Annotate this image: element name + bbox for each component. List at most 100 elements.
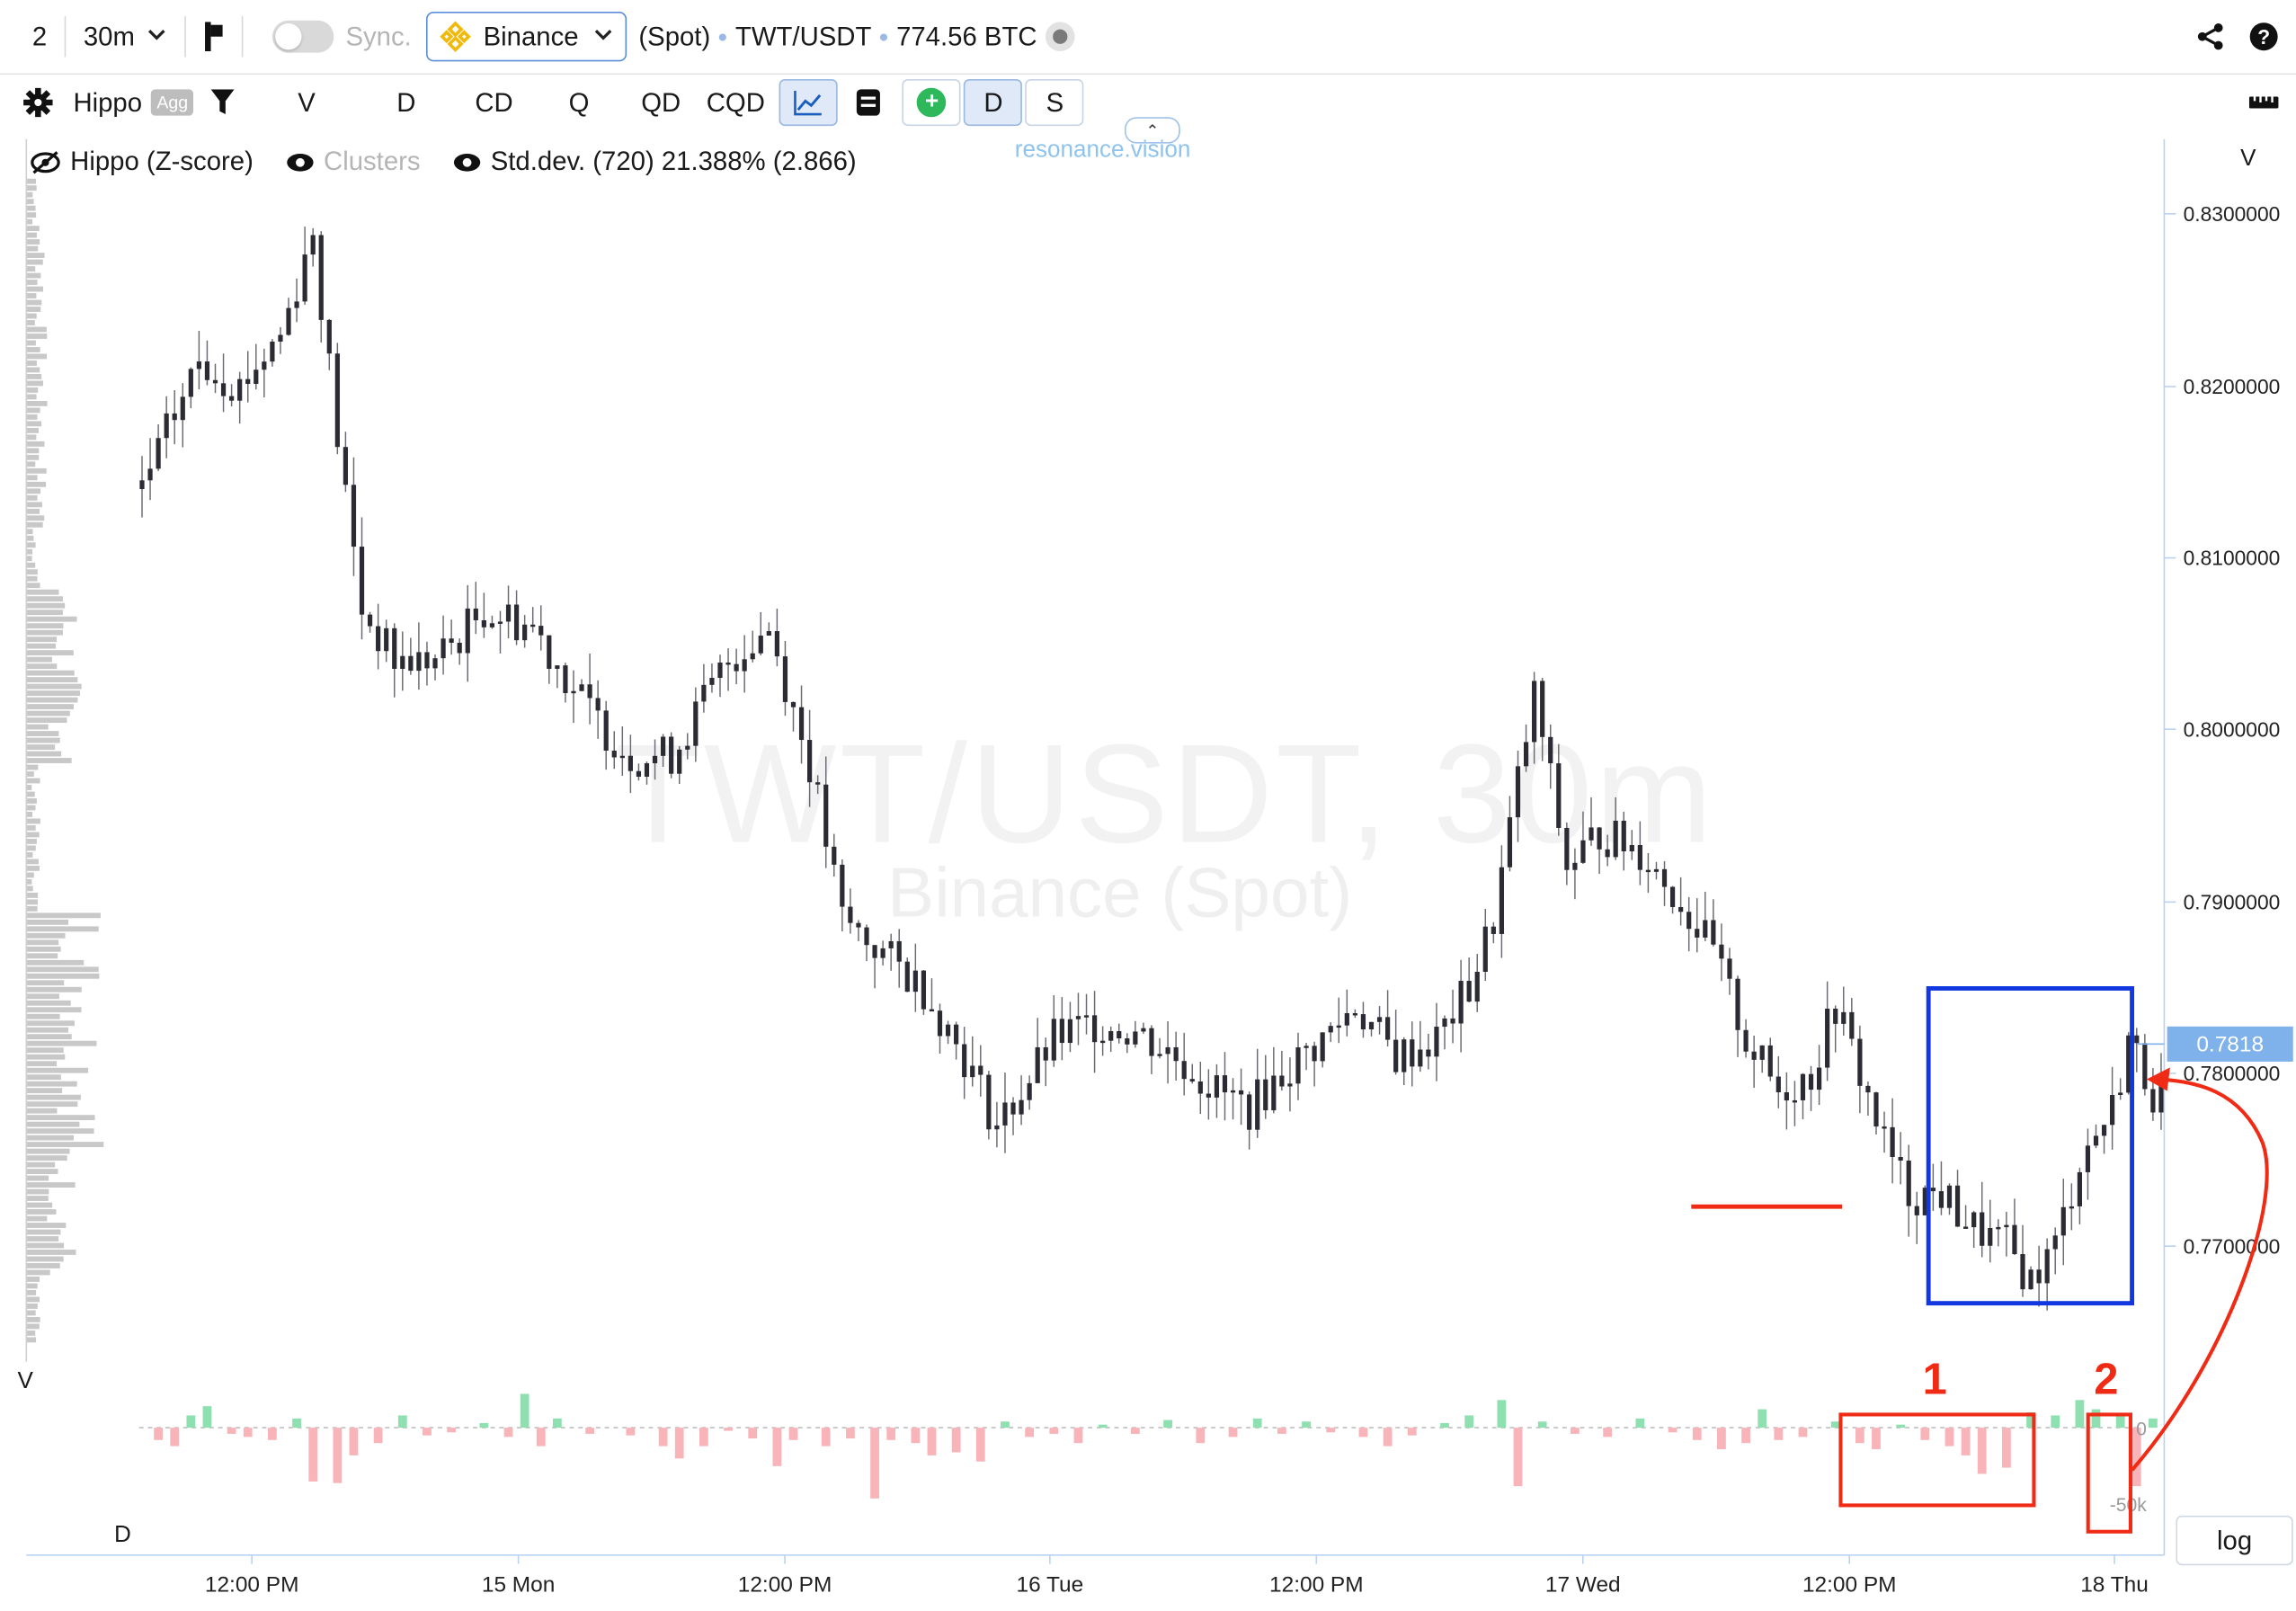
ruler-icon[interactable] bbox=[2248, 93, 2279, 111]
profile-bar bbox=[26, 1088, 63, 1094]
profile-bar bbox=[26, 394, 37, 400]
gear-icon[interactable] bbox=[23, 87, 53, 118]
qd-button[interactable]: QD bbox=[641, 86, 681, 117]
candle-body bbox=[1938, 1191, 1944, 1208]
candle-body bbox=[962, 1044, 967, 1078]
candle-body bbox=[156, 438, 161, 469]
profile-bar bbox=[26, 751, 62, 757]
delta-bar bbox=[1944, 1428, 1954, 1446]
legend-stddev[interactable]: Std.dev. (720) 21.388% (2.866) bbox=[452, 147, 857, 177]
flag-icon[interactable] bbox=[203, 21, 224, 53]
candle-body bbox=[888, 940, 894, 948]
volume-profile bbox=[26, 178, 104, 1343]
profile-bar bbox=[26, 1277, 40, 1282]
add-indicator-button[interactable]: + bbox=[902, 78, 962, 127]
list-icon[interactable] bbox=[841, 81, 897, 125]
profile-bar bbox=[26, 670, 75, 676]
profile-bar bbox=[26, 1007, 82, 1013]
candle-body bbox=[1450, 1018, 1455, 1024]
profile-bar bbox=[26, 946, 61, 952]
candle-body bbox=[1206, 1093, 1211, 1098]
help-icon[interactable]: ? bbox=[2249, 22, 2279, 51]
s-toggle[interactable]: S bbox=[1025, 78, 1084, 127]
line-chart-icon[interactable] bbox=[779, 78, 839, 127]
d-toggle[interactable]: D bbox=[964, 78, 1023, 127]
profile-bar bbox=[26, 529, 33, 535]
profile-bar bbox=[26, 1108, 58, 1114]
x-tick-label: 16 Tue bbox=[1017, 1573, 1084, 1598]
candle-body bbox=[441, 638, 446, 659]
legend-clusters[interactable]: Clusters bbox=[286, 147, 421, 177]
candle-body bbox=[1255, 1079, 1260, 1130]
delta-bar bbox=[975, 1428, 985, 1462]
candle-body bbox=[1197, 1081, 1203, 1094]
delta-bar bbox=[423, 1428, 432, 1436]
separator-dot bbox=[719, 32, 727, 40]
candle-body bbox=[1474, 971, 1480, 1002]
candle-body bbox=[954, 1024, 959, 1045]
candle-body bbox=[139, 480, 145, 490]
profile-bar bbox=[26, 259, 43, 265]
profile-bar bbox=[26, 1223, 67, 1228]
candle-body bbox=[286, 307, 291, 335]
cqd-button[interactable]: CQD bbox=[706, 86, 765, 117]
candle-body bbox=[1222, 1075, 1228, 1093]
share-icon[interactable] bbox=[2196, 22, 2226, 51]
delta-bar bbox=[503, 1428, 513, 1437]
profile-bar bbox=[26, 326, 47, 333]
candle-body bbox=[1287, 1083, 1293, 1087]
candle-body bbox=[1410, 1039, 1415, 1067]
profile-bar bbox=[26, 508, 40, 514]
symbol-name[interactable]: TWT/USDT bbox=[734, 21, 872, 51]
delta-bar bbox=[1961, 1428, 1971, 1455]
d-button[interactable]: D bbox=[396, 86, 416, 117]
q-button[interactable]: Q bbox=[568, 86, 590, 117]
candle-body bbox=[815, 782, 821, 785]
candle-body bbox=[782, 656, 788, 702]
indicator-name[interactable]: Hippo bbox=[73, 86, 143, 117]
profile-bar bbox=[26, 205, 36, 211]
candle-body bbox=[367, 614, 373, 627]
candle-body bbox=[660, 736, 666, 756]
candle-body bbox=[1841, 1011, 1847, 1024]
profile-bar bbox=[26, 610, 63, 616]
chart-legend: Hippo (Z-score) Clusters Std.dev. (720) … bbox=[30, 147, 889, 177]
eye-off-icon[interactable] bbox=[30, 148, 62, 174]
profile-bar bbox=[26, 1000, 71, 1006]
profile-bar bbox=[26, 475, 38, 481]
profile-bar bbox=[26, 1236, 59, 1242]
candle-body bbox=[1466, 981, 1472, 1002]
candle-body bbox=[742, 659, 747, 672]
eye-icon[interactable] bbox=[452, 150, 482, 174]
delta-bar bbox=[268, 1428, 277, 1440]
exchange-select[interactable]: Binance bbox=[426, 12, 627, 62]
legend-hippo[interactable]: Hippo (Z-score) bbox=[30, 147, 254, 177]
delta-bar bbox=[1668, 1428, 1678, 1433]
x-tick-label: 12:00 PM bbox=[738, 1573, 832, 1598]
candle-body bbox=[1540, 681, 1545, 737]
v-button[interactable]: V bbox=[298, 86, 316, 117]
candle-body bbox=[1645, 869, 1651, 873]
log-scale-button[interactable]: log bbox=[2176, 1515, 2293, 1566]
cd-button[interactable]: CD bbox=[475, 86, 513, 117]
sync-toggle[interactable] bbox=[272, 20, 334, 53]
profile-bar bbox=[26, 602, 66, 609]
annotation-box-2 bbox=[2086, 1412, 2132, 1534]
y-tick-label: 0.7900000 bbox=[2184, 891, 2281, 914]
eye-icon[interactable] bbox=[286, 150, 316, 174]
agg-badge[interactable]: Agg bbox=[150, 89, 194, 116]
record-icon[interactable] bbox=[1046, 22, 1075, 52]
delta-bar bbox=[1326, 1428, 1336, 1433]
delta-bar bbox=[170, 1428, 180, 1446]
profile-bar bbox=[26, 307, 41, 312]
interval-select[interactable]: 30m bbox=[84, 22, 167, 52]
layout-count-button[interactable]: 2 bbox=[31, 21, 48, 51]
filter-icon[interactable] bbox=[211, 89, 236, 115]
candle-body bbox=[1825, 1008, 1830, 1068]
collapse-toolbar-button[interactable]: ⌃ bbox=[1124, 117, 1180, 144]
candle-body bbox=[832, 846, 837, 865]
delta-bar bbox=[1692, 1428, 1702, 1440]
delta-bar bbox=[674, 1428, 684, 1459]
delta-bar bbox=[951, 1428, 961, 1453]
